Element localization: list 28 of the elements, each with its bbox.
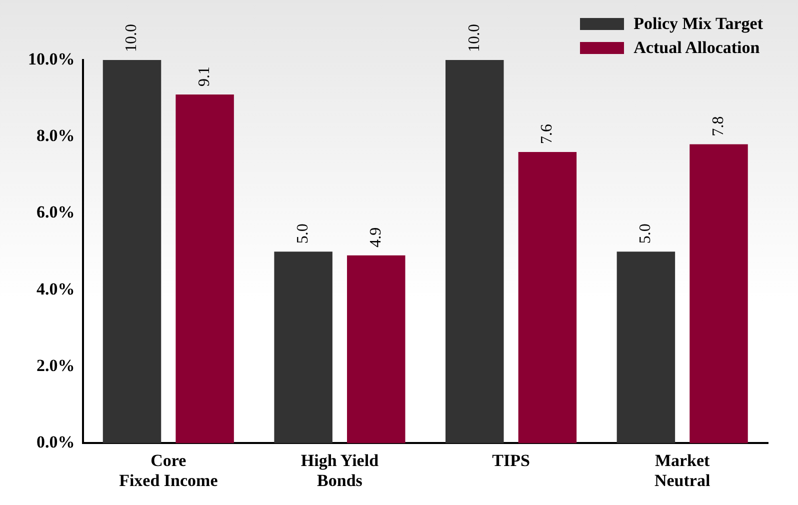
y-tick-label: 8.0% <box>36 126 75 146</box>
legend-label: Policy Mix Target <box>634 14 763 34</box>
y-tick-label: 2.0% <box>36 356 75 375</box>
bar <box>176 94 234 444</box>
legend-label: Actual Allocation <box>634 38 760 58</box>
x-tick-label: TIPS <box>492 450 530 470</box>
data-label: 5.0 <box>294 224 312 244</box>
x-tick-label: Core Fixed Income <box>119 450 218 490</box>
bar <box>690 144 748 444</box>
data-label: 10.0 <box>466 24 483 52</box>
data-label: 9.1 <box>196 66 214 86</box>
bar <box>347 255 406 444</box>
x-tick-label: Market Neutral <box>654 450 710 490</box>
data-label: 5.0 <box>637 224 654 244</box>
data-label: 10.0 <box>123 24 140 52</box>
bar <box>102 60 162 444</box>
data-label: 7.8 <box>710 116 727 136</box>
data-label: 4.9 <box>367 227 384 248</box>
bar <box>518 152 577 444</box>
bar <box>274 252 332 444</box>
x-tick-label: High Yield Bonds <box>300 450 380 490</box>
y-tick-label: 4.0% <box>36 279 75 298</box>
y-tick-label: 10.0% <box>28 49 75 68</box>
bar <box>446 60 504 444</box>
y-tick-label: 6.0% <box>36 202 75 222</box>
y-tick-label: 0.0% <box>36 432 75 452</box>
data-label: 7.6 <box>538 124 556 144</box>
bar <box>616 252 676 444</box>
